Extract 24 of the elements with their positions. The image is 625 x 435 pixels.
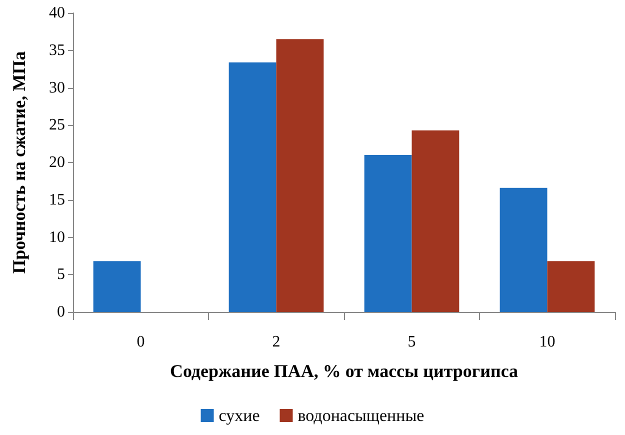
x-tick-label: 5: [408, 334, 416, 350]
y-tick-label: 20: [49, 154, 65, 171]
y-tick-label: 30: [49, 79, 65, 96]
y-tick-label: 5: [57, 266, 65, 284]
x-tick-label: 0: [136, 334, 145, 350]
bar: [364, 155, 412, 312]
y-tick-label: 0: [57, 304, 65, 320]
y-tick-label: 25: [49, 116, 65, 134]
y-tick-label: 35: [49, 42, 65, 59]
bar: [547, 261, 595, 312]
bar: [93, 261, 141, 312]
legend-label: сухие: [218, 406, 260, 425]
x-axis-title: Содержание ПАА, % от массы цитрогипса: [170, 361, 518, 381]
legend-label: водонасыщенные: [298, 406, 424, 425]
y-axis-title: Прочность на сжатие, МПа: [9, 51, 29, 274]
x-tick-label: 2: [272, 334, 280, 350]
y-tick-label: 10: [49, 228, 65, 246]
y-tick-label: 40: [49, 4, 65, 22]
x-tick-label: 10: [539, 334, 556, 350]
bar: [228, 62, 276, 312]
bar: [500, 188, 548, 312]
bar: [412, 130, 460, 312]
y-tick-label: 15: [49, 191, 65, 208]
bar: [276, 39, 324, 312]
